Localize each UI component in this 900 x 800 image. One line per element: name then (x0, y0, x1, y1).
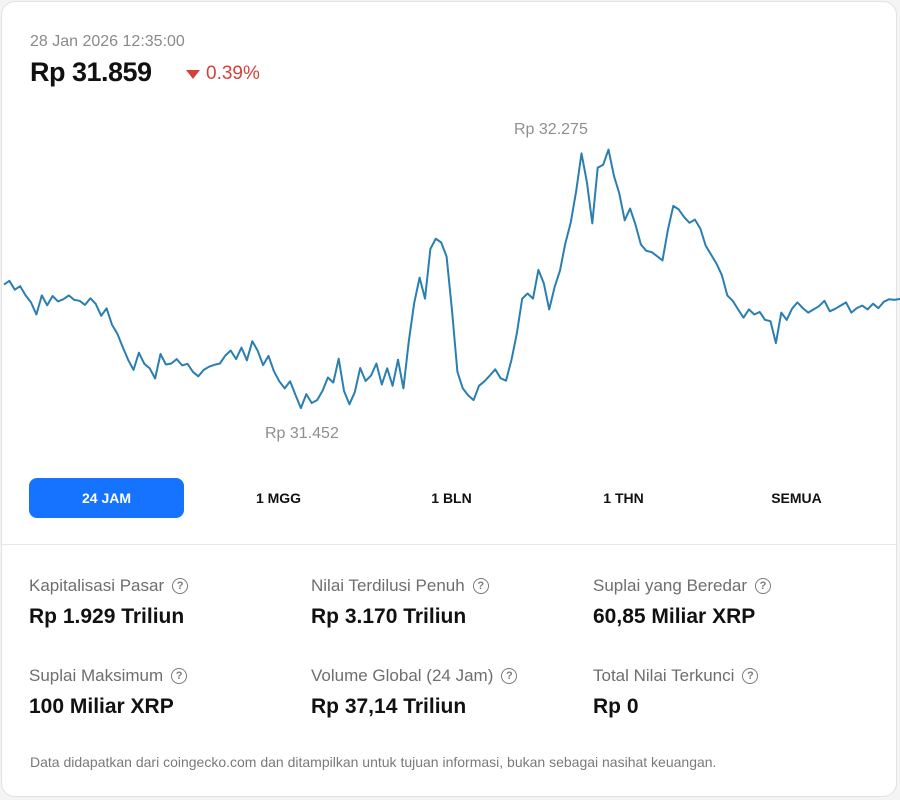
timestamp: 28 Jan 2026 12:35:00 (30, 33, 185, 50)
stat-value: 100 Miliar XRP (29, 695, 174, 718)
chart-high-label: Rp 32.275 (514, 121, 588, 138)
disclaimer: Data didapatkan dari coingecko.com dan d… (30, 754, 717, 770)
question-circle-icon[interactable]: ? (742, 668, 759, 684)
down-arrow-icon (186, 69, 200, 79)
price-chart[interactable] (2, 112, 900, 452)
section-divider (2, 544, 898, 545)
tab-1-thn[interactable]: 1 THN (603, 490, 644, 506)
stat-label: Nilai Terdilusi Penuh (311, 576, 465, 595)
tab-1-bln[interactable]: 1 BLN (431, 490, 472, 506)
timeframe-tabs: 24 JAM 1 MGG 1 BLN 1 THN SEMUA (29, 478, 874, 518)
stat-value: 60,85 Miliar XRP (593, 605, 756, 628)
stat-label: Suplai yang Beredar (593, 576, 748, 595)
stat-label: Total Nilai Terkunci (593, 666, 735, 685)
stat-label: Volume Global (24 Jam) (311, 666, 494, 685)
price-change-value: 0.39% (206, 63, 260, 84)
stat-global-volume: Volume Global (24 Jam)? Rp 37,14 Triliun (311, 666, 581, 719)
price-change: 0.39% (186, 63, 260, 85)
stat-label: Suplai Maksimum (29, 666, 164, 685)
question-circle-icon[interactable]: ? (472, 578, 489, 594)
stat-value: Rp 37,14 Triliun (311, 695, 467, 718)
question-circle-icon[interactable]: ? (172, 578, 189, 594)
tab-24-jam[interactable]: 24 JAM (29, 478, 184, 518)
stat-market-cap: Kapitalisasi Pasar? Rp 1.929 Triliun (29, 576, 299, 629)
stat-value: Rp 3.170 Triliun (311, 605, 467, 628)
stat-circulating-supply: Suplai yang Beredar? 60,85 Miliar XRP (593, 576, 863, 629)
stat-label: Kapitalisasi Pasar (29, 576, 165, 595)
stat-value: Rp 1.929 Triliun (29, 605, 185, 628)
stat-value: Rp 0 (593, 695, 639, 718)
stat-max-supply: Suplai Maksimum? 100 Miliar XRP (29, 666, 299, 719)
chart-low-label: Rp 31.452 (265, 425, 339, 442)
question-circle-icon[interactable]: ? (171, 668, 188, 684)
stat-fully-diluted: Nilai Terdilusi Penuh? Rp 3.170 Triliun (311, 576, 581, 629)
tab-semua[interactable]: SEMUA (771, 490, 822, 506)
question-circle-icon[interactable]: ? (755, 578, 772, 594)
tab-1-mgg[interactable]: 1 MGG (255, 490, 302, 506)
price-series-line (3, 148, 900, 410)
question-circle-icon[interactable]: ? (501, 668, 518, 684)
current-price: Rp 31.859 (30, 57, 152, 87)
stat-total-value-locked: Total Nilai Terkunci? Rp 0 (593, 666, 863, 719)
